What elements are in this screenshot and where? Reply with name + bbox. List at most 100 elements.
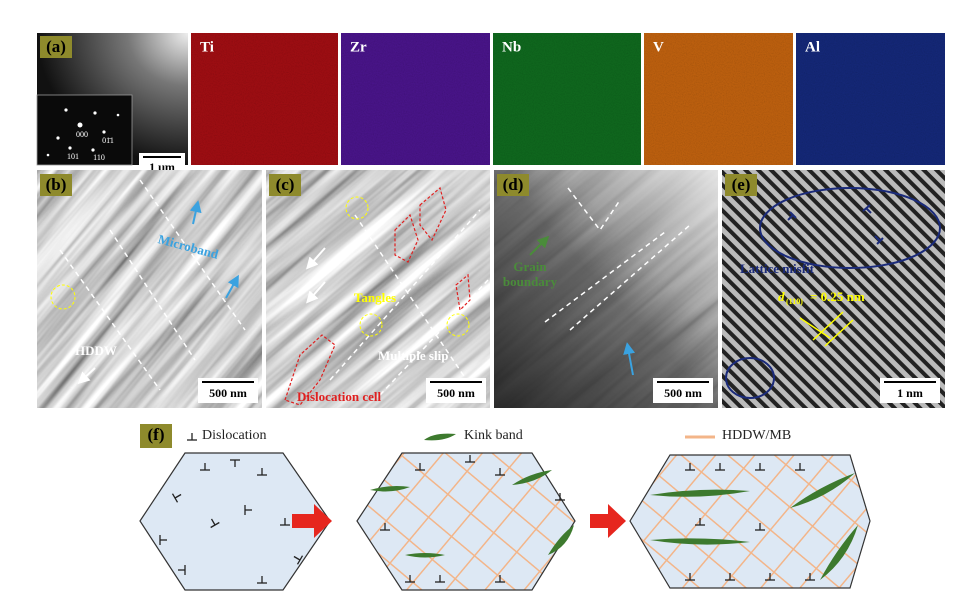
panel-a-g-circle <box>91 148 95 152</box>
panel-c-g-circle <box>345 196 369 220</box>
panel-d-g-rect <box>494 170 718 408</box>
panel-a: (a) 000 01̄1 101 110 [111] 5 nm⁻¹ 1 μm <box>36 33 188 177</box>
panel-label: (c) <box>276 175 295 194</box>
panel-d-line <box>529 235 550 256</box>
panel-d-rect <box>497 174 529 196</box>
panel-c-line <box>306 281 326 304</box>
annotation: HDDW <box>75 343 117 358</box>
panel-f-g <box>370 470 574 558</box>
panel-d-g-polyline <box>567 187 621 232</box>
spot-label: 101 <box>67 152 79 161</box>
panel-e-g-path <box>787 211 797 221</box>
panel-f-path <box>590 504 626 538</box>
d-spacing-subscript: (110) <box>786 297 803 306</box>
panel-c-rect <box>269 174 301 196</box>
spot-label: 01̄1 <box>102 136 114 145</box>
panel-c: (c) Tangles Multiple slip Dislocation ce… <box>266 170 490 408</box>
eds-maps-rect <box>338 33 341 165</box>
panel-e-g-line <box>799 317 831 339</box>
panel-e-ellipse <box>725 357 775 399</box>
annotation: Multiple slip <box>378 348 448 363</box>
eds-maps-rect <box>191 33 945 165</box>
panel-e-g-path <box>874 235 884 245</box>
panel-label: (d) <box>503 175 524 194</box>
scale-bar-label: 1 nm <box>897 386 923 400</box>
panel-e-g-line <box>824 319 854 347</box>
element-label: Nb <box>502 39 521 55</box>
panel-d-g <box>544 187 691 331</box>
panel-f-g-path <box>512 470 552 485</box>
panel-b-circle <box>50 284 76 310</box>
panel-c-g <box>284 186 471 406</box>
eds-maps-rect <box>793 33 796 165</box>
panel-c-g-path <box>455 273 471 312</box>
legend-label: HDDW/MB <box>722 428 791 443</box>
d-spacing-value: = 0.25 nm <box>810 289 865 304</box>
panel-f-g-path <box>548 525 574 555</box>
scale-bar-label: 500 nm <box>209 386 247 400</box>
panel-e-g-path <box>862 204 872 214</box>
panel-c-g-rect <box>266 170 490 408</box>
panel-c-g <box>345 196 470 337</box>
panel-a-g-circle <box>77 122 83 128</box>
element-label: V <box>653 39 664 55</box>
panel-e: (e) Lattice misfit d (110) = 0.25 nm 1 n… <box>722 170 945 408</box>
panel-a-rect <box>40 36 72 58</box>
annotation: Lattice misfit <box>740 261 815 276</box>
panel-a-g-circle <box>102 130 106 134</box>
panel-b-g-line <box>59 249 161 391</box>
scale-bar-label: 500 nm <box>664 386 702 400</box>
panel-c-g-circle <box>446 313 470 337</box>
panel-a-g-circle <box>64 108 68 112</box>
panel-f-g-path <box>650 489 750 497</box>
panel-e-ellipse <box>759 187 941 269</box>
annotation: Dislocation cell <box>297 389 382 404</box>
panel-f-rect <box>140 424 172 448</box>
panel-e-g <box>799 311 854 347</box>
panel-b-line <box>189 200 202 225</box>
panel-c-g-path <box>419 186 447 242</box>
panel-c-g-path <box>394 213 419 263</box>
panel-f-g <box>650 473 858 580</box>
panel-label: (a) <box>46 37 66 56</box>
panel-f-g-path <box>790 473 855 508</box>
eds-maps-rect <box>490 33 493 165</box>
legend-label: Dislocation <box>202 428 267 443</box>
scale-bar-label: 500 nm <box>437 386 475 400</box>
panel-a-g-circle <box>116 113 120 117</box>
panel-a-g-circle <box>56 136 60 140</box>
panel-f-polygon <box>629 454 871 589</box>
panel-label: (f) <box>148 425 165 444</box>
annotation: Tangles <box>354 290 396 305</box>
panel-a-g <box>46 108 120 157</box>
panel-b-line <box>225 274 239 299</box>
panel-c-g <box>266 170 490 408</box>
panel-f-g-path <box>370 486 410 492</box>
legend-label: Kink band <box>464 428 523 443</box>
panel-e-rect <box>722 170 945 408</box>
panel-f-use <box>186 432 198 441</box>
panel-e-g <box>787 204 884 245</box>
panel-f: (f) Dislocation Kink band HDDW/MB <box>139 424 871 591</box>
panel-e-rect <box>725 174 757 196</box>
panel-a-g-circle <box>93 111 97 115</box>
panel-c-line <box>306 247 326 270</box>
panel-label: (e) <box>732 175 751 194</box>
panel-a-g-circle <box>46 153 50 157</box>
panel-c-g-path <box>284 334 336 406</box>
panel-f-g-path <box>405 553 445 558</box>
spot-label: 000 <box>76 130 88 139</box>
annotation: boundary <box>503 274 558 289</box>
panel-f-path <box>292 504 332 538</box>
annotation: Grain <box>513 259 547 274</box>
d-spacing-symbol: d <box>778 289 785 304</box>
panel-label: (b) <box>46 175 67 194</box>
panel-f-g-path <box>650 538 750 545</box>
panel-c-g-circle <box>359 313 383 337</box>
panel-f-path <box>424 433 456 441</box>
panel-d-g <box>494 170 718 408</box>
panel-c-g <box>329 209 489 396</box>
panel-b: (b) Microband HDDW 500 nm <box>37 170 262 408</box>
panel-d-line <box>623 342 635 376</box>
panel-b-g <box>59 179 246 391</box>
